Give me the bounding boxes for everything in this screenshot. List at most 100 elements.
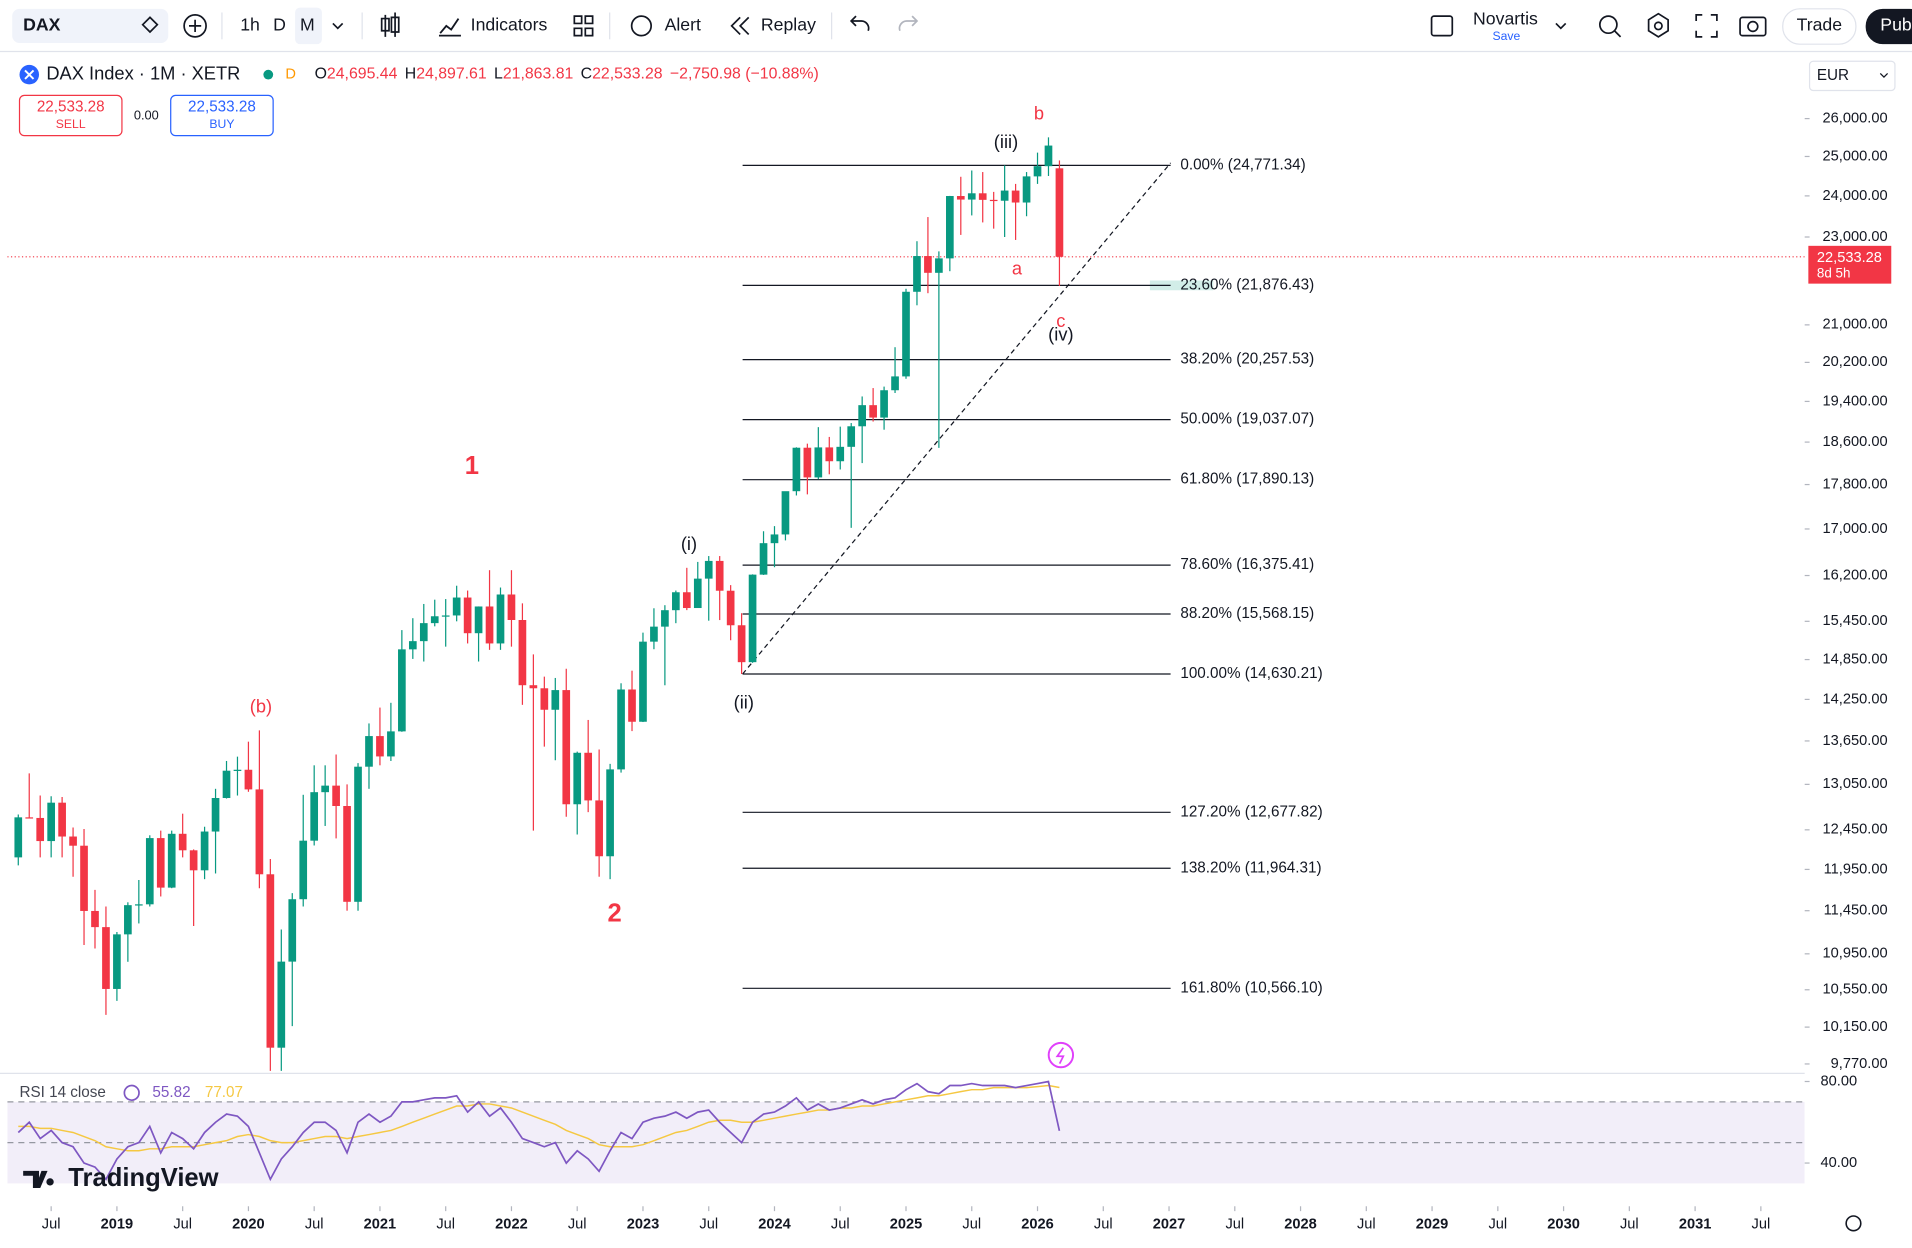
axes: 26,000.00 25,000.00 24,000.00 23,000.00 21,0… bbox=[42, 110, 1892, 1232]
candle-body bbox=[156, 838, 165, 888]
fib-label: 100.00% (14,630.21) bbox=[1180, 665, 1322, 682]
symbol[interactable]: DAX bbox=[23, 15, 61, 35]
x-tick-label: Jul bbox=[173, 1216, 192, 1232]
y-tick-label: 16,200.00 bbox=[1823, 567, 1888, 583]
candle-body bbox=[167, 833, 176, 888]
icon-undo[interactable] bbox=[849, 15, 870, 32]
wave-label: 1 bbox=[465, 452, 479, 480]
icon-indicators[interactable] bbox=[438, 18, 461, 37]
wave-label: (ii) bbox=[734, 692, 754, 713]
icon-templates[interactable] bbox=[573, 15, 594, 37]
symbol-search[interactable] bbox=[12, 8, 169, 43]
save-label[interactable]: Save bbox=[1493, 29, 1521, 43]
rsi-name: RSI 14 close bbox=[20, 1084, 106, 1101]
candle-body bbox=[1033, 166, 1042, 177]
candle-body bbox=[463, 597, 472, 634]
interval[interactable]: M bbox=[300, 15, 315, 35]
sell-button[interactable] bbox=[18, 94, 123, 137]
ohlc-change: −2,750.98 (−10.88%) bbox=[670, 66, 819, 83]
replay-button[interactable]: Replay bbox=[761, 15, 816, 35]
icon-compare[interactable] bbox=[183, 14, 207, 38]
candle-body bbox=[792, 447, 801, 492]
candle-body bbox=[222, 770, 231, 799]
candle-body bbox=[321, 785, 329, 793]
candle-body bbox=[255, 789, 264, 875]
ohlc-value: 22,533.28 bbox=[592, 66, 663, 83]
icon-search[interactable] bbox=[1598, 15, 1618, 35]
interval[interactable]: D bbox=[273, 15, 286, 35]
alert-button[interactable]: Alert bbox=[665, 15, 701, 35]
symbol-logo-mark bbox=[24, 69, 35, 80]
ohlc-value: 21,863.81 bbox=[503, 66, 574, 83]
trade-label: Trade bbox=[1797, 15, 1843, 35]
candle-body bbox=[134, 904, 143, 906]
y-tick-label: 24,000.00 bbox=[1823, 188, 1888, 204]
watermark: TradingView bbox=[23, 1164, 219, 1192]
icon-event[interactable] bbox=[1047, 1041, 1075, 1069]
y-tick-label: 14,850.00 bbox=[1823, 651, 1888, 667]
icon-fullscreen[interactable] bbox=[1695, 14, 1718, 38]
sell-price: 22,533.28 bbox=[37, 99, 105, 116]
toolbar: DAX 1h D M Indicators Alert Replay Novar… bbox=[0, 7, 1912, 53]
candle-body bbox=[551, 690, 560, 710]
wave-label: b bbox=[1034, 103, 1044, 124]
y-tick-label: 17,800.00 bbox=[1823, 476, 1888, 492]
interval[interactable]: 1h bbox=[240, 15, 260, 35]
candle-body bbox=[540, 688, 549, 710]
publish-button[interactable] bbox=[1865, 8, 1912, 45]
candle-body bbox=[211, 798, 220, 832]
candle-body bbox=[354, 766, 362, 902]
indicators-button[interactable]: Indicators bbox=[471, 15, 548, 35]
buy-button[interactable] bbox=[170, 94, 274, 137]
icon-axis-settings[interactable] bbox=[1845, 1215, 1862, 1232]
icon-redo[interactable] bbox=[898, 15, 919, 32]
candle-body bbox=[847, 426, 856, 447]
countdown-label: 8d 5h bbox=[1817, 265, 1851, 280]
x-tick-label: 2019 bbox=[101, 1216, 134, 1232]
icon-chevron[interactable] bbox=[332, 22, 344, 30]
y-tick-label: 12,450.00 bbox=[1823, 822, 1888, 838]
candle-body bbox=[639, 641, 647, 722]
market-status bbox=[263, 69, 274, 80]
spread: 0.00 bbox=[134, 107, 159, 122]
candle-body bbox=[365, 736, 373, 767]
candle-body bbox=[814, 447, 823, 478]
candle-body bbox=[299, 840, 308, 900]
icon-alert[interactable] bbox=[630, 15, 653, 37]
candle-body bbox=[189, 850, 198, 871]
candle-body bbox=[989, 199, 998, 202]
fib-highlight bbox=[1149, 280, 1214, 291]
layout-name[interactable]: Novartis bbox=[1473, 8, 1538, 28]
x-tick-label: Jul bbox=[42, 1216, 61, 1232]
rsi-pane: RSI 14 close 55.82 77.07 bbox=[7, 1080, 1805, 1184]
currency-selector[interactable] bbox=[1808, 60, 1896, 92]
data-source: D bbox=[285, 67, 296, 83]
x-tick-label: Jul bbox=[305, 1216, 324, 1232]
candle-body bbox=[913, 256, 921, 292]
candle-body bbox=[1022, 176, 1031, 203]
icon-settings[interactable] bbox=[1647, 12, 1669, 38]
y-tick-label: 25,000.00 bbox=[1823, 148, 1888, 164]
candle-body bbox=[102, 927, 110, 989]
icon-replay[interactable] bbox=[730, 16, 750, 36]
legend-title[interactable]: DAX Index · 1M · XETR bbox=[46, 62, 240, 83]
wave-label: 2 bbox=[607, 900, 621, 928]
icon-layout[interactable] bbox=[1430, 15, 1454, 37]
candle-body bbox=[91, 910, 99, 928]
candle-body bbox=[233, 769, 242, 771]
x-tick-label: Jul bbox=[1488, 1216, 1507, 1232]
price-pane: 0.00% (24,771.34) 23.60% (21,876.43) 38.20… bbox=[7, 103, 1805, 1071]
wave-label: c bbox=[1056, 310, 1065, 331]
candle-body bbox=[606, 769, 614, 857]
icon-snapshot[interactable] bbox=[1739, 16, 1767, 37]
trade-button[interactable] bbox=[1782, 8, 1857, 45]
candle-body bbox=[178, 833, 187, 851]
candle-body bbox=[672, 592, 680, 611]
x-tick-label: Jul bbox=[1357, 1216, 1376, 1232]
icon-chart-type[interactable] bbox=[380, 12, 400, 37]
currency[interactable]: EUR bbox=[1817, 67, 1849, 84]
icon-diamond[interactable] bbox=[141, 16, 159, 34]
candle-body bbox=[956, 196, 965, 200]
x-tick-label: Jul bbox=[1225, 1216, 1244, 1232]
icon-chevron[interactable] bbox=[1555, 22, 1567, 30]
